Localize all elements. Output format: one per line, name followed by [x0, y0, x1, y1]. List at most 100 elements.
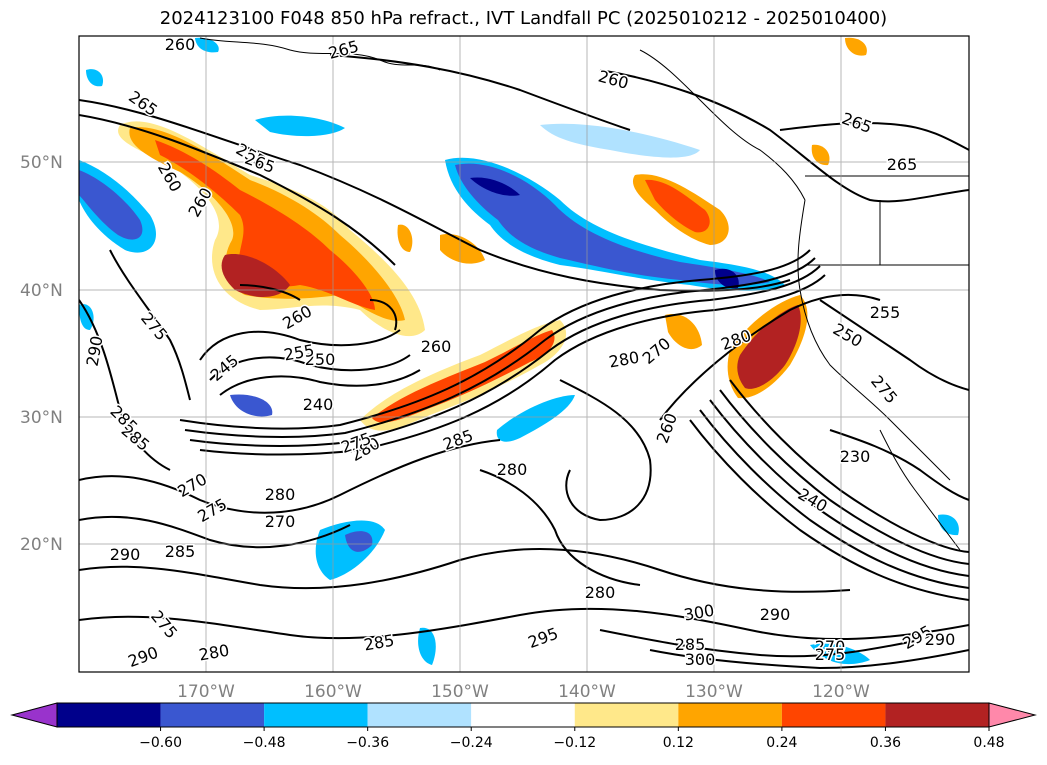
cool-patch-north — [255, 115, 345, 137]
colorbar-tick-label: −0.12 — [553, 735, 596, 751]
contour-label: 300 — [685, 650, 716, 669]
figure-title: 2024123100 F048 850 hPa refract., IVT La… — [159, 8, 888, 29]
contour-line — [559, 379, 652, 522]
contour-label: 240 — [303, 395, 334, 414]
colorbar-swatch — [264, 703, 368, 727]
cool-patch-east — [938, 514, 959, 536]
contour-label: 275 — [815, 645, 846, 664]
contour-line — [79, 299, 171, 471]
contour-line — [649, 649, 969, 670]
contour-line — [329, 54, 631, 131]
warm-region-northwest-core — [155, 140, 375, 310]
contour-label: 260 — [165, 35, 196, 54]
colorbar-swatch — [678, 703, 782, 727]
colorbar-tick-label: −0.60 — [139, 735, 182, 751]
cool-region-west-core — [79, 170, 143, 240]
cool-patch-top — [195, 37, 219, 53]
contour-line — [699, 409, 969, 589]
us-west-coastline — [797, 199, 951, 481]
contour-label: 290 — [760, 605, 791, 624]
contour-line — [719, 389, 969, 565]
colorbar-swatch — [367, 703, 472, 727]
contour-label: 285 — [675, 635, 706, 654]
warm-patch-3 — [845, 37, 867, 56]
colorbar-swatch — [885, 703, 989, 727]
warm-region-east-core — [737, 305, 801, 389]
colorbar-frame — [56, 702, 990, 728]
warm-patch-4 — [811, 144, 830, 166]
contour-label: 250 — [305, 350, 336, 369]
contour-line — [79, 114, 396, 266]
warm-patch-1 — [440, 234, 485, 264]
colorbar-tick-label: −0.36 — [346, 735, 389, 751]
positive-anomaly-fills — [118, 37, 867, 431]
contour-line — [79, 439, 501, 514]
contour-line — [819, 299, 969, 391]
contour-line — [599, 629, 921, 658]
cool-patch-w2 — [79, 304, 94, 330]
lat-label: 50°N — [20, 153, 63, 173]
warm-patch-2 — [665, 314, 702, 350]
lon-label: 120°W — [812, 682, 870, 702]
cool-region-south-core — [345, 531, 373, 552]
contour-line — [209, 354, 411, 381]
colorbar-extend-high — [988, 702, 1037, 728]
cool-patch-north-east — [540, 123, 700, 158]
colorbar: −0.60 −0.48 −0.36 −0.24 −0.12 0.12 0.24 0.36 0.4… — [10, 702, 1037, 751]
cool-core-east — [715, 268, 739, 289]
contour-label: 255 — [870, 303, 901, 322]
contour-line — [79, 515, 351, 549]
latitude-labels: 50°N 40°N 30°N 20°N — [20, 153, 63, 555]
cool-band-north-core — [470, 177, 520, 196]
contour-line — [659, 293, 881, 421]
lon-label: 130°W — [685, 682, 743, 702]
colorbar-swatch — [160, 703, 265, 727]
colorbar-swatch — [57, 703, 161, 727]
contour-line — [179, 249, 811, 430]
contour-line — [199, 274, 826, 456]
contour-label: 290 — [110, 545, 141, 564]
lon-label: 160°W — [304, 682, 362, 702]
contour-line — [599, 69, 969, 203]
contour-line — [109, 249, 191, 401]
lon-label: 170°W — [177, 682, 235, 702]
colorbar-tick-label: −0.24 — [450, 735, 493, 751]
contour-label: 280 — [497, 460, 528, 479]
alaska-coastline — [199, 37, 441, 71]
lat-label: 30°N — [20, 408, 63, 428]
contour-line — [779, 121, 969, 151]
contour-line — [79, 607, 969, 641]
colorbar-tick-label: −0.48 — [243, 735, 286, 751]
coastlines — [199, 37, 969, 551]
contour-line — [829, 429, 969, 501]
contour-label: 285 — [165, 542, 196, 561]
lon-label: 150°W — [431, 682, 489, 702]
contour-line — [239, 284, 301, 301]
contour-line — [199, 329, 401, 361]
contour-line — [479, 469, 641, 586]
lon-label: 140°W — [558, 682, 616, 702]
contour-lines — [79, 54, 969, 670]
colorbar-tick-label: 0.36 — [870, 735, 901, 751]
contour-label: 265 — [887, 155, 918, 174]
canada-coastline — [639, 49, 806, 201]
colorbar-swatch — [574, 703, 679, 727]
cool-patch-south — [418, 627, 436, 665]
contour-label: 280 — [585, 583, 616, 602]
map-frame — [78, 35, 970, 673]
contour-line — [219, 369, 421, 396]
longitude-labels: 170°W 160°W 150°W 140°W 130°W 120°W — [177, 682, 870, 702]
warm-region-northwest-peak — [221, 254, 290, 297]
colorbar-tick-label: 0.24 — [766, 735, 797, 751]
colorbar-tick-label: 0.12 — [663, 735, 694, 751]
contour-line — [369, 299, 398, 331]
lat-label: 40°N — [20, 281, 63, 301]
colorbar-swatch — [471, 703, 575, 727]
warm-patch-5 — [397, 224, 413, 252]
lat-label: 20°N — [20, 535, 63, 555]
contour-label: 270 — [265, 512, 296, 531]
contour-label: 290 — [925, 630, 956, 649]
contour-line — [709, 399, 969, 577]
